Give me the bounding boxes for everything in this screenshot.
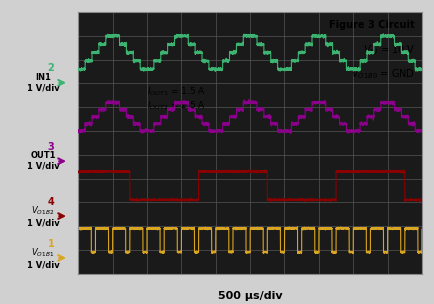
Text: IN1
1 V/div: IN1 1 V/div — [26, 73, 59, 92]
Text: 2: 2 — [47, 63, 54, 73]
Text: 500 μs/div: 500 μs/div — [217, 291, 282, 301]
Text: $V_{IN}$ = 10 V: $V_{IN}$ = 10 V — [362, 43, 414, 57]
Text: $V_{O1B2}$
1 V/div: $V_{O1B2}$ 1 V/div — [26, 205, 59, 227]
Text: $I_{OUT1}$ = 1.5 A
$I_{OUT2}$ = 2.5 A: $I_{OUT1}$ = 1.5 A $I_{OUT2}$ = 2.5 A — [147, 85, 205, 112]
Text: Figure 3 Circuit: Figure 3 Circuit — [329, 20, 414, 30]
Text: 3: 3 — [47, 142, 54, 152]
Text: OUT1
1 V/div: OUT1 1 V/div — [26, 151, 59, 171]
Text: $V_{O1B0}$ = GND: $V_{O1B0}$ = GND — [351, 67, 414, 81]
Text: 4: 4 — [47, 197, 54, 207]
Text: 1: 1 — [47, 239, 54, 249]
Text: $V_{O1B1}$
1 V/div: $V_{O1B1}$ 1 V/div — [26, 247, 59, 269]
